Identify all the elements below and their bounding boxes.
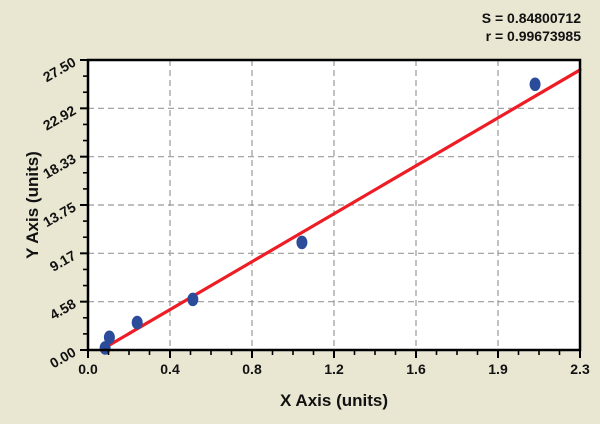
y-tick-label: 18.33 bbox=[40, 150, 79, 181]
s-value-label: S = 0.84800712 bbox=[481, 10, 581, 26]
y-tick-label: 22.92 bbox=[40, 102, 79, 133]
r-value-label: r = 0.99673985 bbox=[485, 28, 581, 44]
regression-line bbox=[99, 68, 582, 352]
y-tick-label: 0.00 bbox=[47, 344, 79, 372]
x-tick-label: 0.0 bbox=[78, 361, 98, 377]
data-point bbox=[131, 315, 143, 330]
x-tick-label: 1.6 bbox=[406, 361, 426, 377]
data-point bbox=[103, 330, 115, 345]
data-point bbox=[529, 77, 541, 92]
y-tick-label: 27.50 bbox=[40, 54, 79, 85]
data-point bbox=[296, 235, 308, 250]
x-tick-label: 2.3 bbox=[570, 361, 590, 377]
y-tick-label: 13.75 bbox=[40, 199, 79, 230]
data-point bbox=[187, 292, 199, 307]
fit-statistics: S = 0.84800712 r = 0.99673985 bbox=[482, 9, 581, 45]
y-axis-title: Y Axis (units) bbox=[23, 151, 42, 259]
x-tick-label: 0.8 bbox=[242, 361, 262, 377]
y-tick-label: 9.17 bbox=[47, 247, 79, 275]
y-tick-label: 4.58 bbox=[47, 295, 79, 323]
x-axis-title: X Axis (units) bbox=[280, 391, 388, 410]
plot-generated-layer: 0.0 0.4 0.8 1.2 1.6 1.9 2.3 0.00 4.58 9.17 13.75 18… bbox=[40, 54, 590, 377]
x-tick-label: 1.9 bbox=[488, 361, 508, 377]
x-tick-label: 1.2 bbox=[324, 361, 344, 377]
x-tick-label: 0.4 bbox=[160, 361, 180, 377]
